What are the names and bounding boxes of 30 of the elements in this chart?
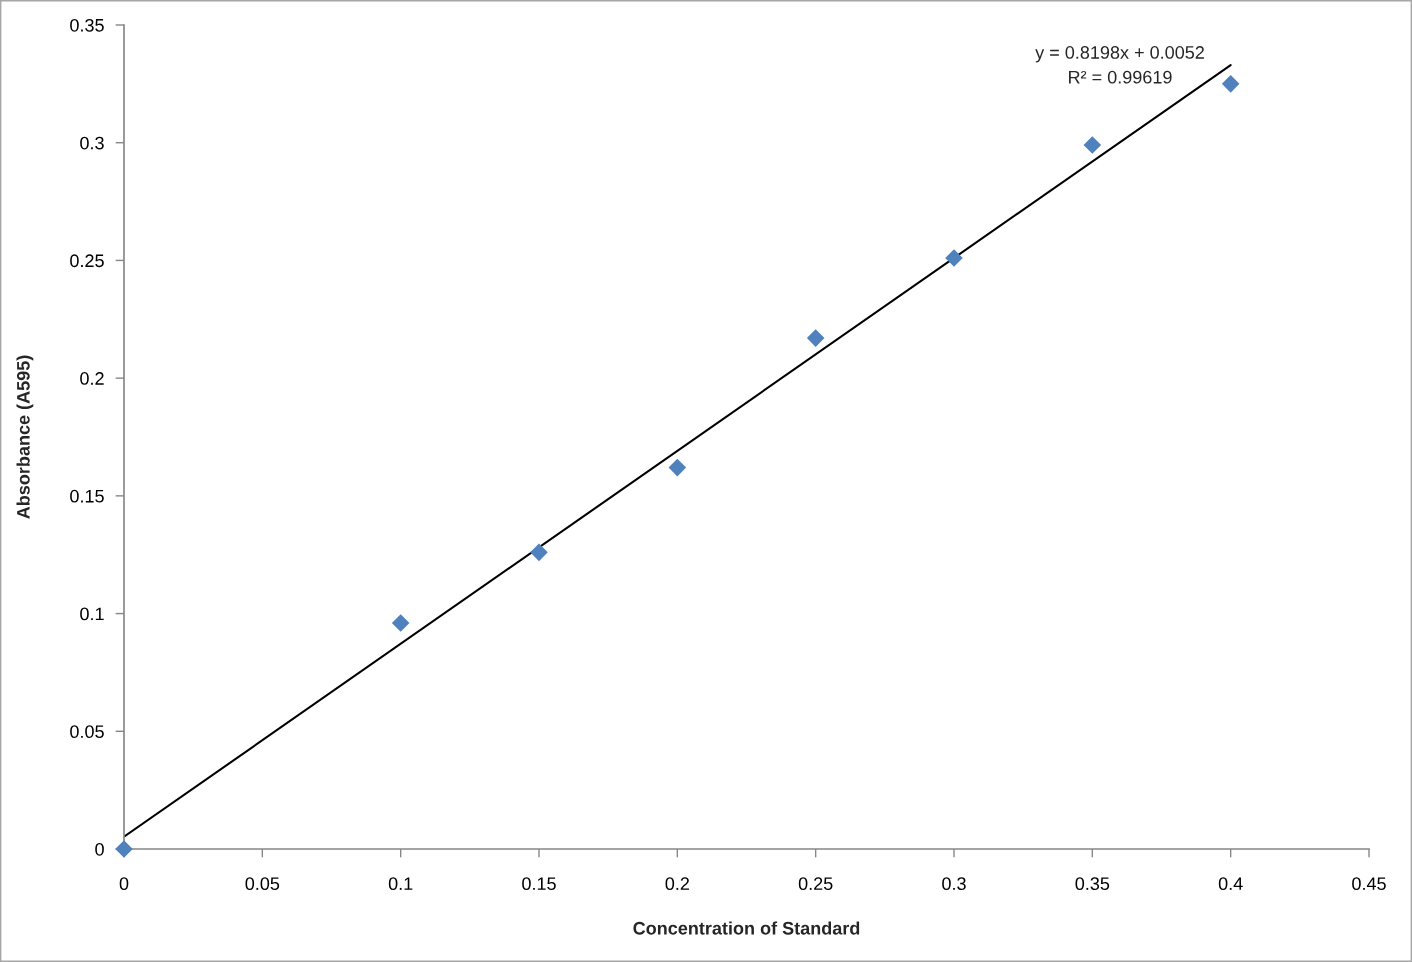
- x-tick-label: 0.2: [665, 877, 689, 891]
- x-axis-title: Concentration of Standard: [633, 921, 860, 935]
- y-tick-label: 0.1: [80, 607, 104, 621]
- y-tick-label: 0.2: [80, 372, 104, 385]
- x-tick-label: 0.25: [798, 877, 833, 891]
- point: [668, 458, 687, 477]
- y-tick-label: 0: [95, 842, 104, 856]
- x-tick-label: 0: [119, 877, 129, 891]
- x-tick-label: 0.3: [942, 877, 966, 891]
- point: [391, 614, 410, 632]
- x-tick-label: 0.4: [1218, 877, 1243, 891]
- y-tick-label: 0.35: [70, 18, 104, 32]
- x-tick-label: 0.05: [245, 877, 280, 891]
- x-tick-label: 0.45: [1352, 877, 1386, 891]
- y-tick-label: 0.05: [70, 725, 104, 739]
- annotation: R² = 0.99619: [1069, 70, 1172, 84]
- point: [945, 249, 963, 267]
- point: [806, 329, 825, 347]
- point: [1083, 136, 1102, 154]
- point: [530, 543, 548, 562]
- y-tick-label: 0.3: [80, 136, 104, 150]
- x-tick-label: 0.1: [388, 877, 413, 891]
- annotation: y = 0.8198x + 0.0052: [1035, 46, 1204, 63]
- y-tick-label: 0.15: [70, 489, 104, 503]
- y-axis-title: Absorbance (A595): [16, 355, 34, 519]
- point: [1221, 75, 1240, 93]
- point: [115, 840, 133, 858]
- x-tick-label: 0.15: [522, 877, 556, 891]
- x-tick-label: 0.35: [1075, 877, 1110, 891]
- y-tick-label: 0.25: [70, 254, 104, 268]
